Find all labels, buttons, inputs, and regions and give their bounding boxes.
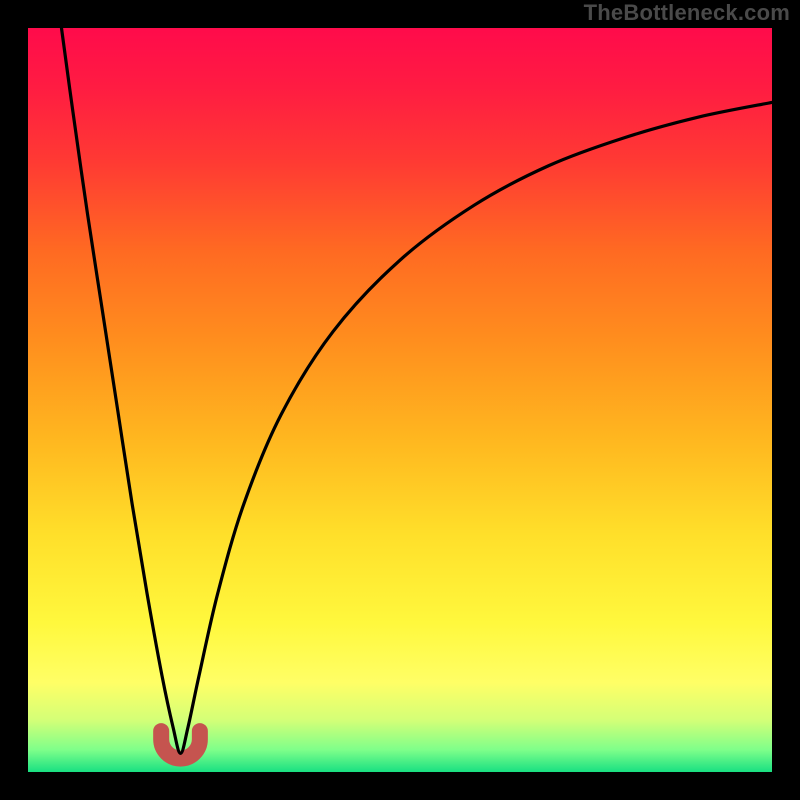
plot-area bbox=[28, 28, 772, 772]
chart-frame: TheBottleneck.com bbox=[0, 0, 800, 800]
gradient-background bbox=[28, 28, 772, 772]
plot-svg bbox=[28, 28, 772, 772]
watermark-text: TheBottleneck.com bbox=[584, 0, 790, 26]
